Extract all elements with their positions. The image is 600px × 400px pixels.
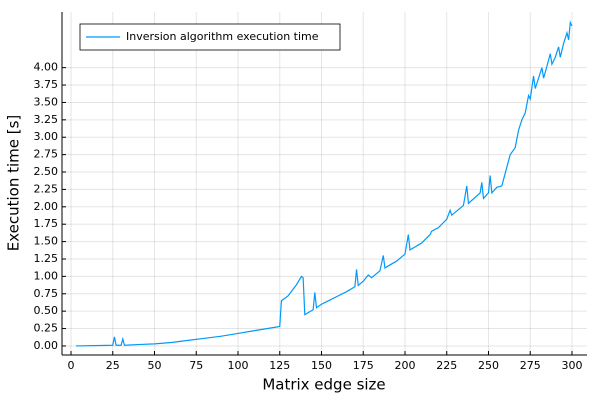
- y-tick-label: 3.50: [34, 95, 59, 108]
- y-tick-label: 4.00: [34, 61, 59, 74]
- y-tick-label: 3.25: [34, 113, 59, 126]
- y-tick-label: 2.75: [34, 148, 59, 161]
- y-tick-label: 0.75: [34, 287, 59, 300]
- y-tick-label: 0.50: [34, 304, 59, 317]
- y-tick-label: 2.00: [34, 200, 59, 213]
- x-tick-label: 125: [269, 359, 290, 372]
- x-tick-label: 75: [189, 359, 203, 372]
- x-tick-label: 225: [436, 359, 457, 372]
- y-tick-label: 2.50: [34, 165, 59, 178]
- x-tick-label: 25: [106, 359, 120, 372]
- legend-label: Inversion algorithm execution time: [126, 30, 319, 43]
- y-tick-label: 2.25: [34, 182, 59, 195]
- y-tick-label: 3.75: [34, 78, 59, 91]
- y-tick-label: 0.25: [34, 322, 59, 335]
- line: [76, 20, 573, 347]
- y-tick-label: 3.00: [34, 130, 59, 143]
- y-tick-label: 1.50: [34, 235, 59, 248]
- legend-box: [79, 23, 341, 51]
- y-tick-label: 0.00: [34, 339, 59, 352]
- x-tick-label: 175: [353, 359, 374, 372]
- y-axis-title: Execution time [s]: [5, 115, 23, 252]
- y-tick-label: 1.25: [34, 252, 59, 265]
- x-tick-label: 250: [478, 359, 499, 372]
- x-tick-label: 0: [68, 359, 75, 372]
- x-tick-label: 200: [394, 359, 415, 372]
- y-tick-label: 1.00: [34, 269, 59, 282]
- x-tick-label: 100: [228, 359, 249, 372]
- x-axis-title: Matrix edge size: [262, 376, 385, 394]
- x-tick-label: 150: [311, 359, 332, 372]
- x-tick-label: 50: [148, 359, 162, 372]
- x-tick-label: 275: [520, 359, 541, 372]
- x-tick-label: 300: [561, 359, 582, 372]
- y-tick-label: 1.75: [34, 217, 59, 230]
